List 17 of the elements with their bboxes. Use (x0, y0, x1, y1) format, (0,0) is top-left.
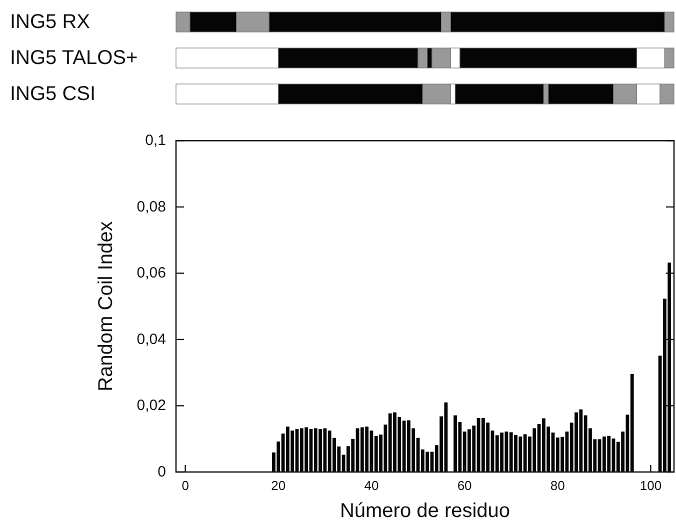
y-tick-label: 0,06 (136, 264, 166, 282)
y-tick-label: 0 (158, 464, 166, 480)
x-tick-label: 80 (550, 478, 565, 493)
y-tick-label: ING5 CSI (10, 83, 96, 105)
x-tick-label: 40 (364, 478, 379, 493)
y-tick-label: 0,04 (136, 330, 166, 348)
y-axis-title: Random Coil Index (95, 221, 117, 392)
y-tick-label: 0,1 (145, 132, 166, 150)
x-tick-label: 60 (457, 478, 472, 493)
y-tick-label: ING5 TALOS+ (10, 47, 138, 69)
y-tick-label: 0,08 (136, 198, 166, 216)
x-tick-label: 20 (271, 478, 286, 493)
y-tick-label: 0,02 (136, 397, 166, 414)
y-tick-label: ING5 RX (10, 11, 90, 33)
x-axis-title: Número de residuo (340, 500, 510, 522)
x-tick-label: 100 (640, 478, 662, 493)
x-tick-label: 0 (182, 478, 189, 493)
